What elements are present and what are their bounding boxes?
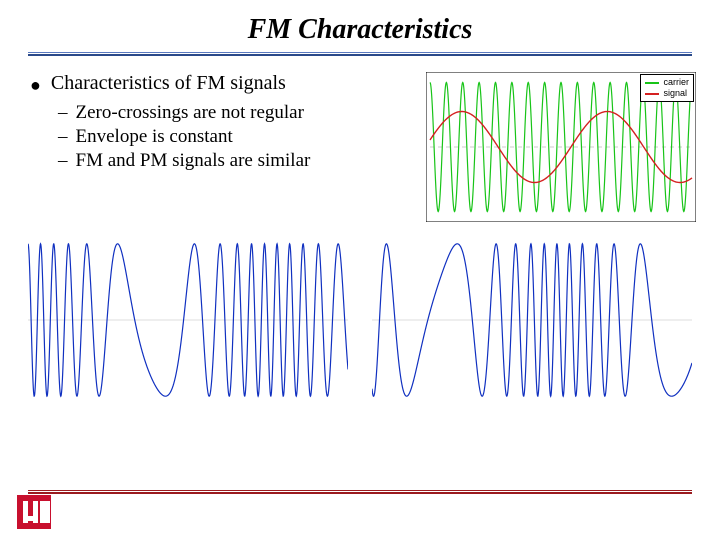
sub-bullet-text: Envelope is constant <box>76 126 233 148</box>
page-title: FM Characteristics <box>0 14 720 46</box>
uh-logo-icon <box>16 494 52 530</box>
bullet-main-text: Characteristics of FM signals <box>51 72 286 95</box>
footer-divider <box>28 490 692 494</box>
dash-icon: – <box>58 102 68 124</box>
legend-label: carrier <box>663 77 689 88</box>
dash-icon: – <box>58 126 68 148</box>
fm-waveform-right <box>372 240 692 400</box>
chart-legend: carrier signal <box>640 74 694 102</box>
fm-waveform-left <box>28 240 348 400</box>
legend-swatch-signal <box>645 93 659 95</box>
sub-bullet-text: Zero-crossings are not regular <box>76 102 304 124</box>
carrier-signal-chart: carrier signal <box>426 72 696 222</box>
bullet-icon: ● <box>30 72 41 98</box>
bullet-list: ● Characteristics of FM signals –Zero-cr… <box>24 72 412 222</box>
dash-icon: – <box>58 150 68 172</box>
sub-bullet-text: FM and PM signals are similar <box>76 150 311 172</box>
legend-label: signal <box>663 88 687 99</box>
legend-swatch-carrier <box>645 82 659 84</box>
